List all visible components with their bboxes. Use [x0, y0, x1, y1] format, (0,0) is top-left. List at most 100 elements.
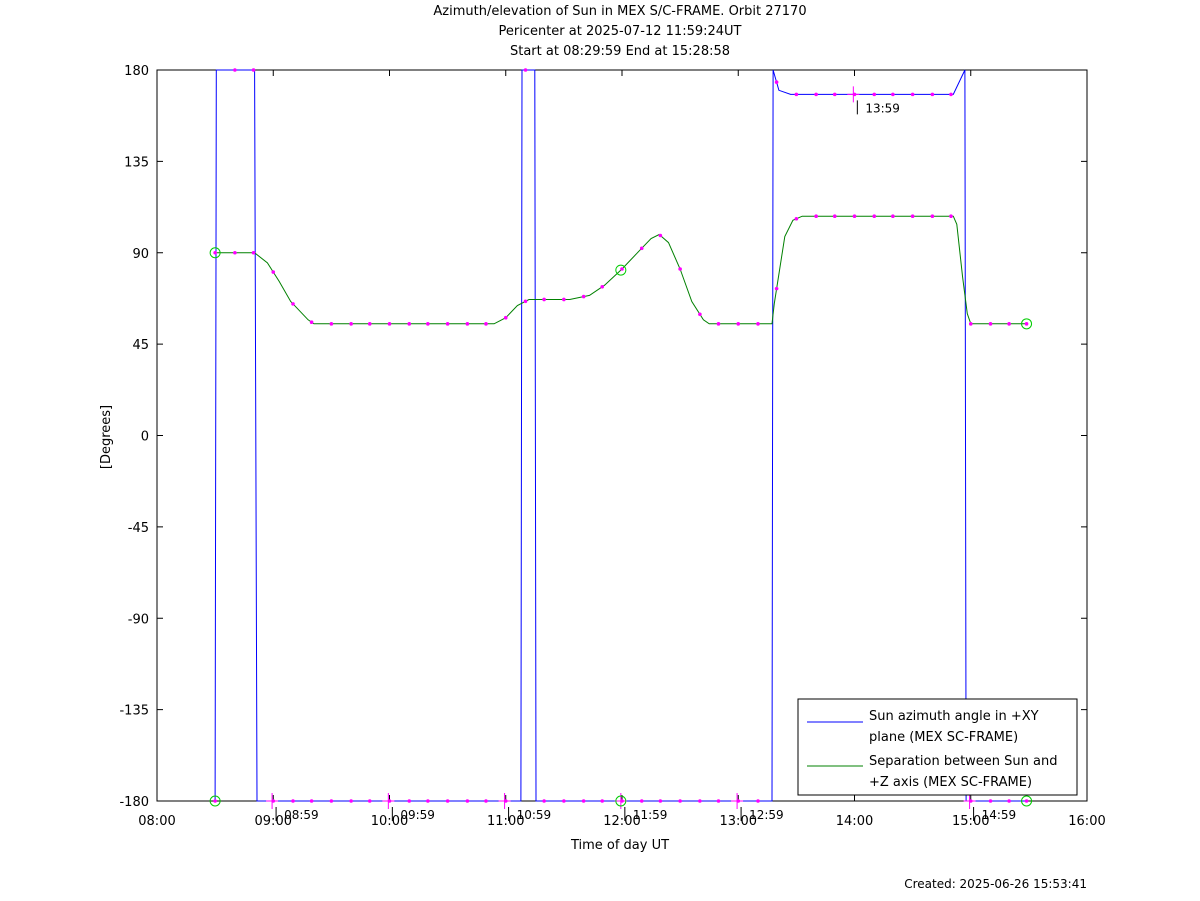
data-point-marker: [794, 216, 799, 221]
data-point-marker: [523, 299, 528, 304]
y-tick-label: 0: [141, 430, 149, 445]
data-point-marker: [832, 92, 837, 97]
x-tick-label: 14:00: [836, 814, 873, 829]
data-point-marker: [484, 799, 488, 803]
data-point-marker: [716, 799, 721, 803]
data-point-marker: [988, 322, 993, 326]
data-point-marker: [814, 214, 818, 218]
y-tick-label: 90: [132, 247, 149, 262]
data-point-marker: [736, 322, 741, 326]
data-point-marker: [367, 322, 372, 326]
y-tick-label: -180: [119, 795, 149, 810]
data-point-marker: [814, 92, 818, 97]
data-point-marker: [756, 322, 760, 326]
data-point-marker: [949, 214, 953, 218]
hour-annotation-label: 12:59: [749, 808, 784, 822]
data-point-marker: [233, 250, 237, 255]
data-point-marker: [852, 214, 857, 218]
data-point-marker: [445, 799, 450, 803]
y-tick-label: -90: [128, 612, 149, 627]
hour-annotation-label: 10:59: [517, 808, 552, 822]
x-tick-label: 15:00: [952, 814, 989, 829]
data-point-marker: [698, 799, 702, 803]
data-point-marker: [658, 799, 663, 803]
x-tick-label: 10:00: [371, 814, 408, 829]
start-end-circle-marker: [615, 264, 627, 276]
data-point-marker: [872, 214, 877, 218]
data-point-marker: [581, 294, 586, 299]
axes: 08:00 09:00 10:00 11:00 12:00 13:00 14:00 15:00…: [119, 64, 1105, 829]
data-point-marker: [910, 214, 915, 218]
data-point-marker: [407, 799, 412, 803]
data-point-marker: [407, 322, 412, 326]
chart-subtitle-pericenter: Pericenter at 2025-07-12 11:59:24UT: [498, 24, 742, 39]
data-point-marker: [1024, 799, 1029, 803]
data-point-marker: [349, 322, 353, 326]
x-axis-label: Time of day UT: [570, 838, 669, 853]
data-point-marker: [832, 214, 837, 218]
legend-label-separation-line1: Separation between Sun and: [869, 754, 1057, 769]
data-point-marker: [581, 799, 586, 803]
data-point-marker: [678, 267, 682, 271]
x-tick-label: 11:00: [487, 814, 524, 829]
data-point-marker: [542, 297, 546, 302]
data-point-marker: [1024, 322, 1029, 326]
data-point-marker: [271, 270, 276, 274]
data-point-marker: [542, 799, 546, 803]
data-point-marker: [213, 799, 217, 803]
data-point-marker: [465, 322, 470, 326]
hour-annotation-label: 13:59: [865, 101, 900, 115]
data-point-marker: [658, 233, 663, 238]
data-point-marker: [309, 799, 314, 803]
y-tick-label: -135: [119, 704, 149, 719]
annotation-layer: 08:59 09:59 10:59 11:59 12:59 13:59 14:59: [275, 100, 1016, 822]
data-point-marker: [774, 80, 779, 84]
data-point-marker: [949, 92, 953, 97]
y-axis-label: [Degrees]: [99, 405, 114, 469]
start-end-circle-marker: [1021, 318, 1033, 330]
data-point-marker: [988, 799, 993, 803]
data-point-marker: [291, 302, 295, 306]
hour-annotation-label: 09:59: [400, 808, 435, 822]
y-tick-label: -45: [128, 521, 149, 536]
start-end-circle-marker: [209, 795, 221, 807]
data-point-marker: [484, 322, 488, 326]
hour-annotation-label: 11:59: [633, 808, 668, 822]
x-tick-label: 08:00: [138, 814, 175, 829]
data-point-marker: [639, 799, 644, 803]
data-point-marker: [426, 799, 430, 803]
chart-subtitle-start-end: Start at 08:29:59 End at 15:28:58: [509, 44, 731, 59]
marker-layer: [209, 68, 1033, 809]
data-point-marker: [600, 799, 605, 803]
data-point-marker: [426, 322, 430, 326]
data-point-marker: [794, 92, 799, 97]
hour-annotation-label: 08:59: [284, 808, 319, 822]
data-point-marker: [698, 312, 702, 317]
data-point-marker: [620, 267, 624, 271]
x-tick-label: 16:00: [1068, 814, 1105, 829]
data-point-marker: [445, 322, 450, 326]
data-point-marker: [291, 799, 295, 803]
y-tick-label: 135: [124, 155, 149, 170]
data-point-marker: [968, 322, 973, 326]
chart-title: Azimuth/elevation of Sun in MEX S/C-FRAM…: [433, 4, 807, 19]
data-point-marker: [756, 799, 760, 803]
data-point-marker: [562, 297, 566, 302]
data-point-marker: [891, 92, 895, 97]
data-point-marker: [349, 799, 353, 803]
data-point-marker: [774, 286, 779, 291]
plot-frame: [156, 69, 1088, 802]
data-point-marker: [251, 68, 256, 72]
data-point-marker: [872, 92, 877, 97]
data-point-marker: [387, 322, 392, 326]
legend-box: [797, 698, 1078, 796]
legend-label-azimuth-line1: Sun azimuth angle in +XY: [869, 709, 1039, 724]
x-tick-label: 09:00: [255, 814, 292, 829]
data-point-marker: [639, 246, 644, 251]
data-point-marker: [309, 320, 314, 324]
data-point-marker: [891, 214, 895, 218]
data-point-marker: [716, 322, 721, 326]
data-point-marker: [1007, 322, 1011, 326]
created-timestamp: Created: 2025-06-26 15:53:41: [904, 877, 1087, 891]
